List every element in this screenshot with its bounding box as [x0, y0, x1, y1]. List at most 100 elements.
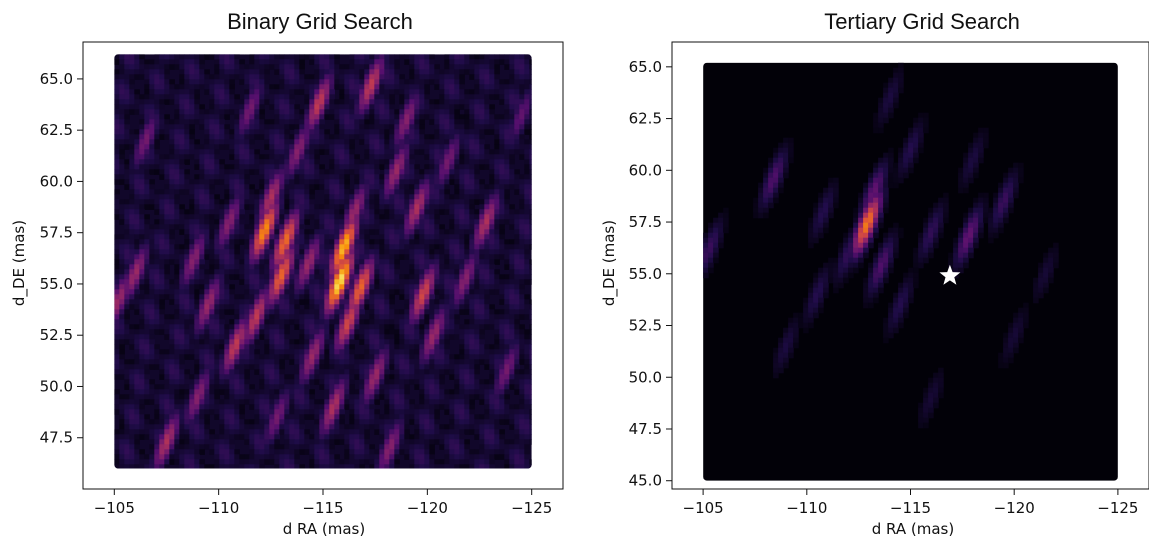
heatmap-cell — [399, 79, 405, 85]
heatmap-cell — [334, 109, 340, 115]
heatmap-cell — [484, 359, 490, 365]
heatmap-cell — [244, 164, 250, 170]
heatmap-cell — [429, 164, 435, 170]
heatmap-cell — [509, 254, 515, 260]
heatmap-cell — [439, 79, 445, 85]
heatmap-cell — [444, 204, 450, 210]
heatmap-cell — [149, 244, 155, 250]
heatmap-cell — [164, 99, 170, 105]
heatmap-cell — [149, 254, 155, 260]
heatmap-cell — [294, 249, 300, 255]
heatmap-cell — [469, 244, 475, 250]
heatmap-cell — [134, 74, 140, 80]
heatmap-cell — [249, 239, 255, 245]
heatmap-cell — [339, 129, 345, 135]
heatmap-cell — [499, 79, 505, 85]
heatmap-cell — [484, 214, 490, 220]
heatmap-cell — [214, 64, 220, 70]
heatmap-cell — [319, 124, 325, 130]
heatmap-cell — [329, 209, 335, 215]
heatmap-cell — [434, 209, 440, 215]
heatmap-cell — [474, 229, 480, 235]
heatmap-cell — [329, 244, 335, 250]
heatmap-cell — [419, 139, 425, 145]
heatmap-cell — [369, 344, 375, 350]
heatmap-cell — [409, 54, 415, 60]
heatmap-cell — [249, 294, 255, 300]
heatmap-cell — [124, 294, 130, 300]
heatmap-cell — [364, 344, 370, 350]
heatmap-cell — [234, 204, 240, 210]
heatmap-cell — [454, 269, 460, 275]
heatmap-cell — [454, 159, 460, 165]
heatmap-cell — [474, 304, 480, 310]
heatmap-cell — [184, 349, 190, 355]
heatmap-cell — [179, 359, 185, 365]
heatmap-cell — [194, 194, 200, 200]
heatmap-cell — [114, 359, 120, 365]
heatmap-cell — [414, 329, 420, 335]
heatmap-cell — [369, 304, 375, 310]
heatmap-cell — [309, 329, 315, 335]
heatmap-cell — [224, 199, 230, 205]
heatmap-cell — [149, 359, 155, 365]
heatmap-cell — [364, 284, 370, 290]
heatmap-cell — [399, 109, 405, 115]
heatmap-cell — [124, 309, 130, 315]
heatmap-cell — [374, 249, 380, 255]
heatmap-cell — [434, 74, 440, 80]
heatmap-cell — [199, 74, 205, 80]
heatmap-cell — [244, 314, 250, 320]
heatmap-cell — [294, 279, 300, 285]
heatmap-cell — [329, 94, 335, 100]
heatmap-cell — [394, 329, 400, 335]
heatmap-cell — [314, 244, 320, 250]
heatmap-cell — [259, 229, 265, 235]
heatmap-cell — [454, 154, 460, 160]
heatmap-cell — [184, 329, 190, 335]
heatmap-cell — [369, 164, 375, 170]
heatmap-cell — [389, 279, 395, 285]
heatmap-cell — [469, 54, 475, 60]
heatmap-cell — [244, 309, 250, 315]
heatmap-cell — [514, 209, 520, 215]
heatmap-cell — [314, 254, 320, 260]
heatmap-cell — [219, 94, 225, 100]
heatmap-cell — [274, 264, 280, 270]
heatmap-cell — [239, 224, 245, 230]
heatmap-cell — [424, 69, 430, 75]
heatmap-cell — [379, 314, 385, 320]
heatmap-cell — [294, 304, 300, 310]
heatmap-cell — [139, 139, 145, 145]
heatmap-cell — [379, 209, 385, 215]
heatmap-cell — [444, 79, 450, 85]
heatmap-cell — [329, 329, 335, 335]
heatmap-cell — [459, 279, 465, 285]
heatmap-cell — [354, 219, 360, 225]
heatmap-cell — [194, 104, 200, 110]
heatmap-cell — [299, 274, 305, 280]
heatmap-cell — [114, 344, 120, 350]
heatmap-cell — [154, 59, 160, 65]
heatmap-cell — [144, 234, 150, 240]
heatmap-cell — [474, 249, 480, 255]
heatmap-cell — [399, 314, 405, 320]
heatmap-cell — [334, 159, 340, 165]
heatmap-cell — [179, 209, 185, 215]
heatmap-cell — [474, 154, 480, 160]
heatmap-cell — [464, 209, 470, 215]
heatmap-cell — [139, 234, 145, 240]
heatmap-cell — [354, 119, 360, 125]
heatmap-cell — [529, 239, 532, 245]
heatmap-cell — [234, 59, 240, 65]
heatmap-cell — [259, 254, 265, 260]
heatmap-cell — [494, 184, 500, 190]
heatmap-cell — [299, 219, 305, 225]
heatmap-cell — [474, 149, 480, 155]
heatmap-cell — [319, 304, 325, 310]
heatmap-cell — [264, 89, 270, 95]
heatmap-cell — [499, 89, 505, 95]
heatmap-cell — [454, 164, 460, 170]
heatmap-cell — [459, 104, 465, 110]
heatmap-cell — [504, 304, 510, 310]
